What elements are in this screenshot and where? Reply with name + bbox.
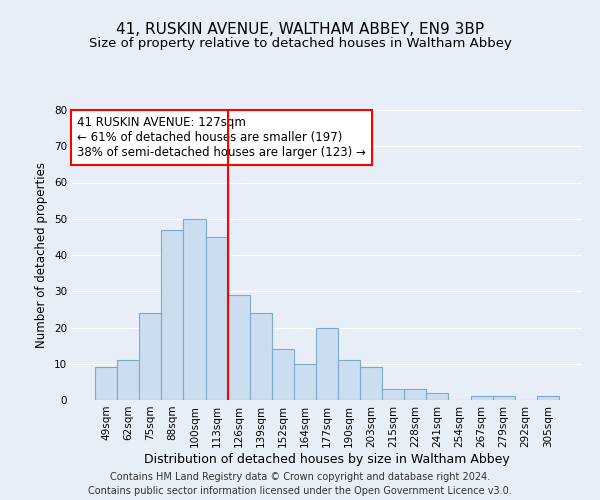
Bar [206, 237, 227, 400]
Text: 41, RUSKIN AVENUE, WALTHAM ABBEY, EN9 3BP: 41, RUSKIN AVENUE, WALTHAM ABBEY, EN9 3B… [116, 22, 484, 38]
Bar [272, 349, 294, 400]
Bar [184, 219, 206, 400]
Bar [161, 230, 184, 400]
X-axis label: Distribution of detached houses by size in Waltham Abbey: Distribution of detached houses by size … [144, 452, 510, 466]
Bar [117, 360, 139, 400]
Y-axis label: Number of detached properties: Number of detached properties [35, 162, 49, 348]
Bar [382, 389, 404, 400]
Bar [470, 396, 493, 400]
Bar [95, 368, 117, 400]
Bar [139, 313, 161, 400]
Bar [227, 295, 250, 400]
Bar [404, 389, 427, 400]
Text: Contains HM Land Registry data © Crown copyright and database right 2024.: Contains HM Land Registry data © Crown c… [110, 472, 490, 482]
Bar [294, 364, 316, 400]
Bar [338, 360, 360, 400]
Bar [360, 368, 382, 400]
Bar [427, 393, 448, 400]
Bar [493, 396, 515, 400]
Bar [316, 328, 338, 400]
Text: 41 RUSKIN AVENUE: 127sqm
← 61% of detached houses are smaller (197)
38% of semi-: 41 RUSKIN AVENUE: 127sqm ← 61% of detach… [77, 116, 366, 159]
Text: Size of property relative to detached houses in Waltham Abbey: Size of property relative to detached ho… [89, 38, 511, 51]
Bar [250, 313, 272, 400]
Bar [537, 396, 559, 400]
Text: Contains public sector information licensed under the Open Government Licence v3: Contains public sector information licen… [88, 486, 512, 496]
